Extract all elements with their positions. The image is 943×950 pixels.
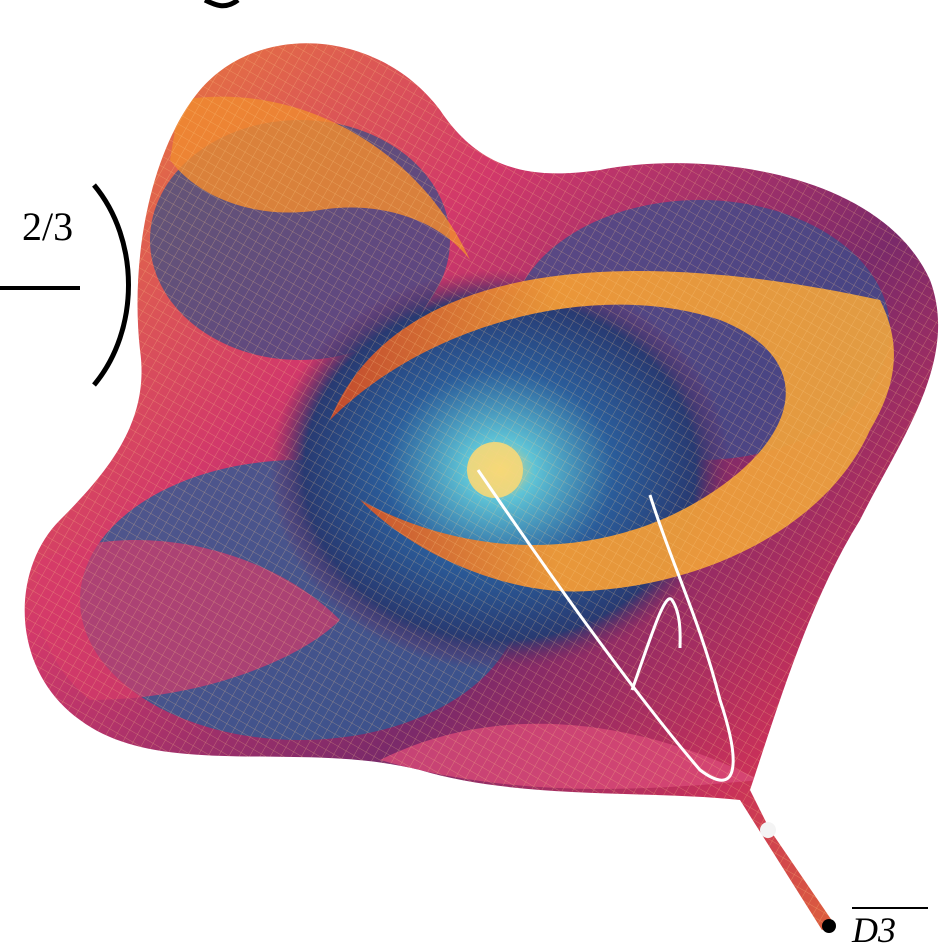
point-label: D3 bbox=[851, 910, 896, 950]
illustration: 2/3 D3 bbox=[0, 0, 943, 950]
point bbox=[822, 919, 836, 933]
exponent: 2/3 bbox=[22, 204, 73, 249]
surface bbox=[0, 0, 943, 950]
point bbox=[760, 822, 776, 838]
page: {"formula": {"exponent": "2/3"}, "point_… bbox=[0, 0, 943, 950]
parenthesis bbox=[94, 185, 129, 385]
parenthesis-top bbox=[205, 0, 238, 6]
